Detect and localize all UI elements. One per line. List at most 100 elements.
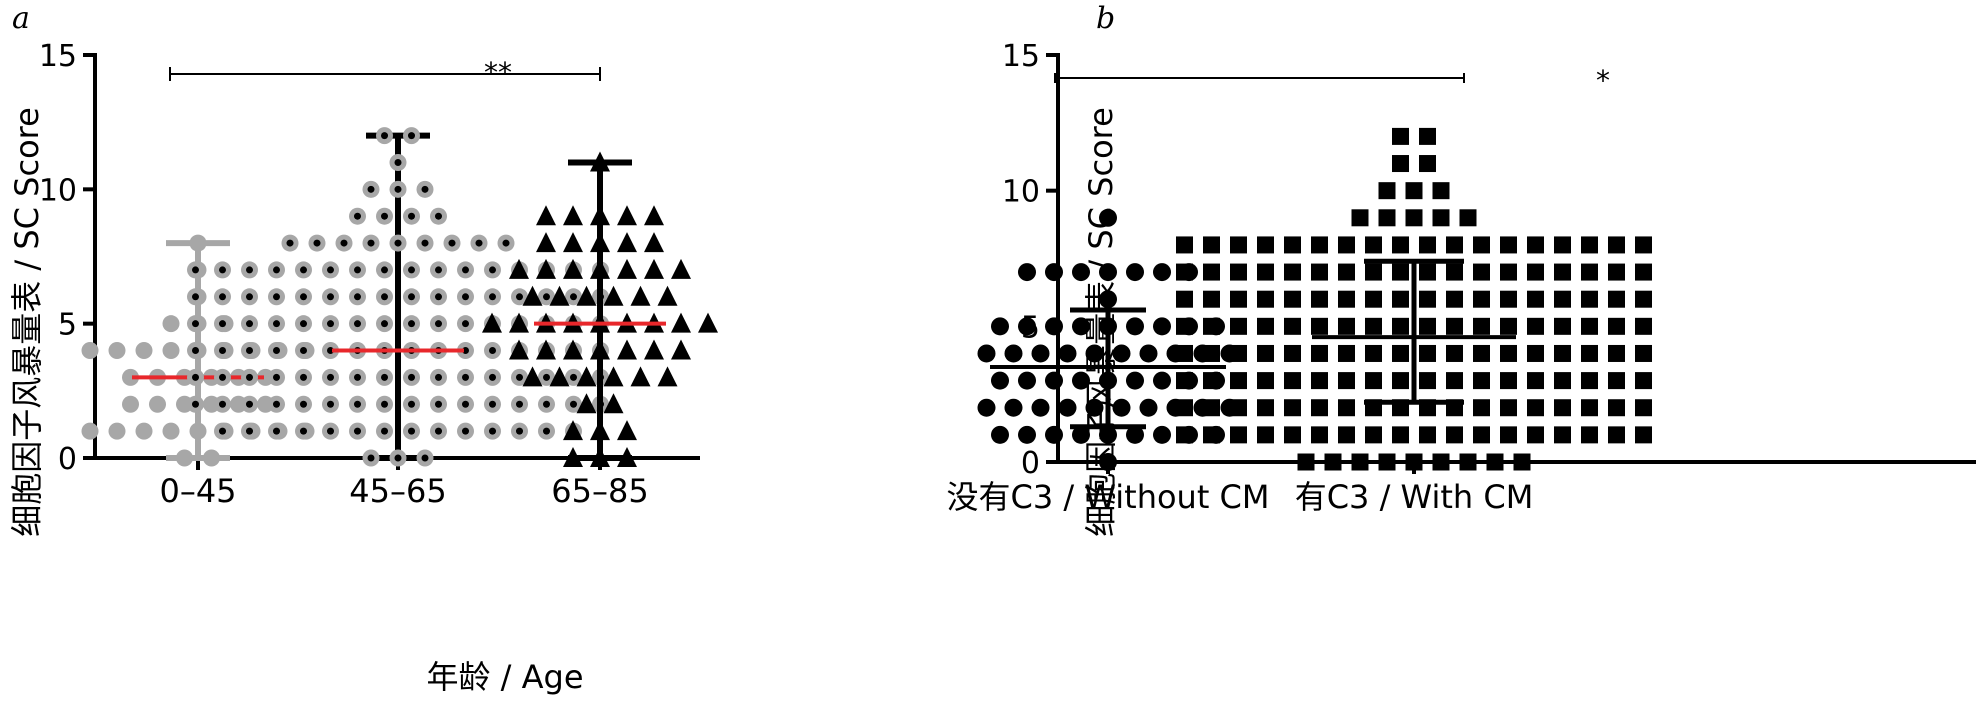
panel-a-group-3-point: [536, 232, 556, 253]
panel-a-group-2-point-center: [367, 185, 375, 193]
panel-b-group-1-point: [1153, 371, 1171, 390]
panel-a-group-3-point: [698, 312, 718, 333]
panel-a-group-2-point-center: [570, 400, 577, 408]
panel-a-group-2-point-center: [435, 400, 442, 408]
panel-a-group-3-point: [590, 447, 610, 467]
panel-a-y-axis-label: 细胞因子风暴量表 / SC Score: [8, 107, 46, 537]
panel-a-group-2-point-center: [300, 293, 307, 301]
panel-b-group-2-point: [1473, 344, 1490, 362]
panel-b-group-1-point: [1045, 425, 1063, 444]
panel-b-y-tick-label: 0: [1021, 446, 1040, 481]
panel-b-group-2-point: [1203, 317, 1220, 335]
panel-b-group-2-point: [1554, 236, 1571, 254]
panel-a-group-2-point-center: [246, 266, 253, 274]
panel-a-group-3-point: [644, 258, 664, 279]
panel-a-group-3-point: [563, 339, 583, 360]
panel-b-group-2-point: [1203, 290, 1220, 308]
panel-b-group-2-point: [1378, 209, 1396, 227]
panel-b-group-2-point: [1446, 236, 1463, 254]
panel-b-group-2-point: [1446, 372, 1463, 390]
panel-a-y-tick-label: 15: [39, 39, 77, 74]
panel-a-group-2-point-center: [246, 320, 253, 328]
panel-a-category-label: 45–65: [349, 472, 446, 510]
panel-b-group-2-point: [1203, 426, 1220, 444]
panel-b-group-2-point: [1500, 236, 1517, 254]
panel-b-group-2-point: [1338, 290, 1355, 308]
panel-a-group-3-point: [536, 205, 556, 226]
panel-b-category-label: 有C3 / With CM: [1295, 478, 1534, 516]
panel-b-group-2-point: [1338, 236, 1355, 254]
panel-b-group-2-point: [1311, 236, 1328, 254]
panel-b-group-2-point: [1351, 453, 1369, 471]
panel-a-group-3-point: [536, 258, 556, 279]
panel-b-group-1-point: [1045, 263, 1063, 282]
panel-a-group-2-point-center: [313, 239, 321, 247]
panel-b-group-2-point: [1257, 290, 1274, 308]
panel-a-group-2-point-center: [354, 400, 361, 408]
panel-b-group-2-point: [1608, 372, 1625, 390]
panel-a-group-2-point-center: [435, 293, 442, 301]
panel-b-group-2-point: [1257, 317, 1274, 335]
panel-a-group-2-point-center: [246, 400, 253, 408]
panel-b-category-label: 没有C3 / Without CM: [946, 478, 1269, 516]
panel-b-group-2-point: [1284, 263, 1301, 281]
panel-b-group-2-point: [1311, 263, 1328, 281]
panel-b-group-2-point: [1419, 317, 1436, 335]
panel-b-group-1-point: [1072, 317, 1090, 336]
panel-b-group-2-point: [1581, 399, 1598, 417]
panel-b-group-2-point: [1392, 236, 1409, 254]
panel-b-group-2-point: [1230, 290, 1247, 308]
panel-b-group-2-point: [1392, 127, 1409, 145]
panel-b-group-1-point: [1031, 344, 1050, 363]
panel-a-group-2-point-center: [354, 427, 361, 435]
panel-b-group-2-point: [1257, 399, 1274, 417]
panel-b-group-2-point: [1608, 290, 1625, 308]
panel-a-group-2-point-center: [286, 239, 294, 247]
panel-b-group-1-point: [1099, 425, 1117, 444]
panel-b-group-2-point: [1176, 399, 1193, 417]
panel-b-group-2-point: [1257, 263, 1274, 281]
panel-b-group-1-point: [1153, 425, 1171, 444]
panel-a-group-3-point: [630, 285, 651, 306]
panel-b-group-2-point: [1405, 209, 1423, 227]
panel-a-group-2-point-center: [543, 400, 550, 408]
panel-b-group-2-point: [1365, 372, 1382, 390]
panel-a-group-2-point-center: [408, 427, 415, 435]
panel-b-group-2-point: [1419, 155, 1436, 173]
panel-b-group-2-point: [1473, 372, 1490, 390]
panel-a-group-3-point: [617, 232, 637, 253]
panel-a-group-2-point-center: [381, 132, 388, 140]
panel-a-group-2-point-center: [192, 347, 199, 355]
panel-a-group-2-point-center: [516, 400, 523, 408]
panel-b-group-2-point: [1257, 372, 1274, 390]
panel-b-group-2-point: [1635, 317, 1652, 335]
panel-b-group-2-point: [1581, 290, 1598, 308]
panel-b-group-2-point: [1635, 263, 1652, 281]
panel-b-group-2-point: [1203, 263, 1220, 281]
panel-b-group-1-point: [1004, 344, 1023, 363]
panel-a-group-2-point-center: [408, 400, 415, 408]
panel-b-group-2-point: [1527, 236, 1544, 254]
panel-b-group-2-point: [1176, 236, 1193, 254]
panel-a-group-2-point-center: [192, 266, 199, 274]
panel-a-group-2-point-center: [327, 373, 334, 381]
panel-b-group-2-point: [1446, 426, 1463, 444]
panel-b-group-1-point: [1058, 398, 1077, 417]
panel-a-group-2-point-center: [408, 266, 415, 274]
panel-b-group-1-point: [1085, 344, 1104, 363]
panel-a-group-2-point-center: [219, 320, 226, 328]
panel-b-group-2-point: [1311, 426, 1328, 444]
panel-a-group-3-point: [671, 312, 691, 333]
panel-a-group-2-point-center: [327, 320, 334, 328]
panel-a-group-2-point-center: [219, 347, 226, 355]
panel-b-group-2-point: [1378, 453, 1396, 471]
panel-b-group-2-point: [1176, 344, 1193, 362]
panel-a-group-2-point-center: [462, 293, 469, 301]
panel-b-group-2-point: [1500, 372, 1517, 390]
panel-b-group-2-point: [1554, 372, 1571, 390]
panel-a-significance-label: **: [484, 56, 512, 89]
panel-b-group-2-point: [1500, 426, 1517, 444]
panel-a-group-2-point-center: [489, 266, 496, 274]
panel-b-group-2-point: [1419, 426, 1436, 444]
